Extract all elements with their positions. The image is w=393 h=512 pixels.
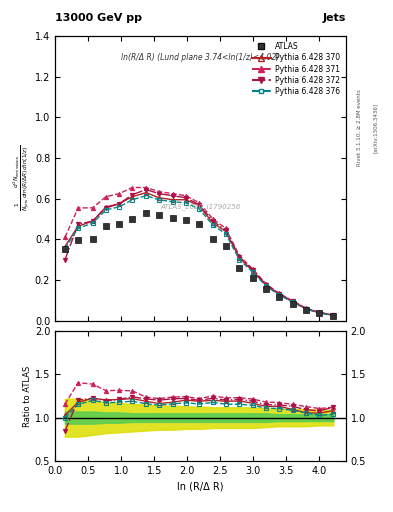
Text: ATLAS_2020_I1790256: ATLAS_2020_I1790256 xyxy=(160,203,241,210)
Text: [arXiv:1306.3436]: [arXiv:1306.3436] xyxy=(373,103,378,153)
X-axis label: ln (R/Δ R): ln (R/Δ R) xyxy=(177,481,224,491)
Y-axis label: $\frac{1}{N_{jets}}\frac{d^2 N_{emissions}}{d\ln(R/\Delta R)\,d\ln(1/z)}$: $\frac{1}{N_{jets}}\frac{d^2 N_{emission… xyxy=(11,145,32,211)
Y-axis label: Ratio to ATLAS: Ratio to ATLAS xyxy=(23,366,32,426)
Text: 13000 GeV pp: 13000 GeV pp xyxy=(55,13,142,23)
Text: ln(R/Δ R) (Lund plane 3.74<ln(1/z)<4.02): ln(R/Δ R) (Lund plane 3.74<ln(1/z)<4.02) xyxy=(121,53,279,62)
Text: Rivet 3.1.10, ≥ 2.8M events: Rivet 3.1.10, ≥ 2.8M events xyxy=(357,90,362,166)
Legend: ATLAS, Pythia 6.428 370, Pythia 6.428 371, Pythia 6.428 372, Pythia 6.428 376: ATLAS, Pythia 6.428 370, Pythia 6.428 37… xyxy=(250,39,342,98)
Text: Jets: Jets xyxy=(323,13,346,23)
